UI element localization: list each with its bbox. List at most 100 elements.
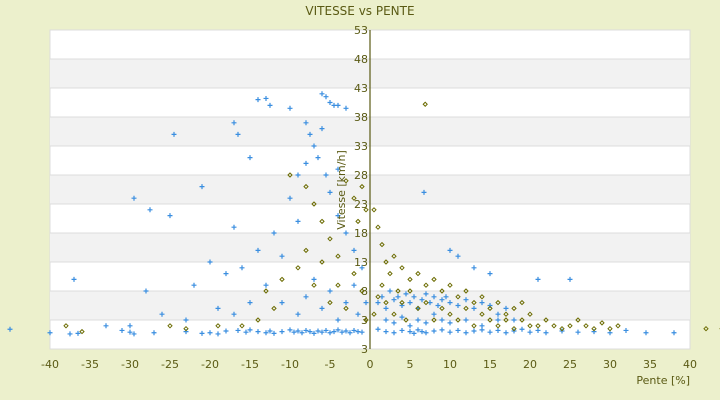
data-point-series-1 [263, 282, 269, 288]
data-point-series-1 [411, 330, 417, 336]
data-point-series-1 [535, 276, 541, 282]
data-point-series-1 [235, 131, 241, 137]
data-point-series-1 [319, 91, 325, 97]
data-point-series-1 [295, 172, 301, 178]
data-point-series-1 [415, 327, 421, 333]
data-point-series-2 [371, 207, 377, 213]
data-point-series-1 [471, 305, 477, 311]
data-point-series-2 [391, 253, 397, 259]
data-point-series-2 [495, 323, 501, 329]
data-point-series-1 [511, 317, 517, 323]
x-tick-label: 25 [563, 358, 577, 371]
data-point-series-2 [479, 294, 485, 300]
data-point-series-1 [471, 328, 477, 334]
data-point-series-2 [519, 299, 525, 306]
data-point-series-1 [279, 329, 285, 335]
data-point-series-1 [323, 94, 329, 100]
data-point-series-1 [339, 329, 345, 335]
data-point-series-1 [423, 291, 429, 297]
data-point-series-2 [287, 172, 293, 178]
data-point-series-2 [463, 305, 469, 312]
data-point-series-1 [151, 330, 157, 336]
x-tick-label: -20 [201, 358, 219, 371]
data-point-series-2 [403, 317, 409, 323]
data-point-series-2 [239, 323, 245, 329]
data-point-series-2 [359, 183, 365, 190]
data-point-series-1 [215, 305, 221, 311]
data-point-series-1 [255, 329, 261, 335]
data-point-series-1 [343, 300, 349, 306]
data-point-series-1 [399, 303, 405, 308]
data-point-series-1 [215, 331, 221, 337]
data-point-series-2 [387, 270, 393, 277]
data-point-series-2 [511, 305, 517, 312]
y-tick-label: 38 [354, 111, 368, 124]
data-point-series-1 [443, 294, 449, 300]
data-point-series-1 [383, 329, 389, 335]
data-point-series-1 [355, 311, 361, 317]
data-point-series-1 [407, 323, 413, 329]
data-point-series-1 [447, 247, 453, 253]
data-point-series-1 [399, 327, 405, 333]
data-point-series-2 [355, 218, 361, 225]
data-point-series-1 [363, 300, 369, 306]
data-point-series-2 [279, 276, 285, 283]
data-point-series-1 [423, 320, 429, 326]
data-point-series-2 [399, 265, 405, 271]
data-point-series-1 [335, 213, 341, 219]
data-point-series-2 [591, 325, 597, 332]
x-tick-label: -10 [281, 358, 299, 371]
data-point-series-1 [439, 327, 445, 333]
data-point-series-2 [567, 323, 573, 329]
data-point-series-1 [387, 288, 393, 294]
data-point-series-2 [399, 299, 405, 306]
data-point-series-2 [375, 294, 381, 300]
data-point-series-1 [287, 327, 293, 333]
x-tick-label: 40 [683, 358, 697, 371]
data-point-series-1 [643, 330, 649, 336]
data-point-series-2 [495, 299, 501, 306]
data-point-series-2 [303, 183, 309, 190]
data-point-series-2 [439, 288, 445, 294]
data-point-series-2 [271, 305, 277, 312]
data-point-series-1 [207, 330, 213, 336]
data-point-series-2 [183, 325, 189, 332]
data-point-series-1 [359, 265, 365, 271]
data-point-series-2 [439, 305, 445, 312]
data-point-series-1 [411, 294, 417, 300]
data-point-series-1 [343, 328, 349, 334]
data-point-series-2 [535, 323, 541, 329]
data-point-series-2 [455, 294, 461, 300]
data-point-series-2 [559, 325, 565, 332]
data-point-series-2 [455, 317, 461, 323]
data-point-series-1 [319, 329, 325, 335]
data-point-series-1 [147, 207, 153, 213]
data-point-series-1 [495, 317, 501, 323]
data-point-series-2 [351, 195, 357, 201]
data-point-series-1 [243, 329, 249, 335]
data-point-series-1 [103, 323, 109, 329]
data-point-series-1 [223, 271, 229, 277]
data-point-series-2 [363, 317, 369, 323]
data-point-series-1 [351, 327, 357, 333]
data-point-series-2 [407, 276, 413, 283]
data-point-series-1 [71, 276, 77, 282]
data-point-series-1 [327, 288, 333, 294]
data-point-series-1 [311, 143, 317, 149]
x-tick-label: -5 [325, 358, 336, 371]
data-point-series-1 [335, 327, 341, 333]
x-tick-label: -40 [41, 358, 59, 371]
data-point-series-2 [447, 311, 453, 317]
data-point-series-1 [335, 317, 341, 323]
data-point-series-1 [495, 327, 501, 333]
data-point-series-2 [335, 282, 341, 288]
y-tick-label: 43 [354, 82, 368, 95]
data-point-series-1 [671, 330, 677, 336]
data-point-series-2 [379, 282, 385, 288]
y-tick-label: 23 [354, 198, 368, 211]
data-point-series-2 [359, 288, 365, 294]
data-point-series-1 [407, 300, 413, 306]
data-point-series-2 [471, 323, 477, 329]
data-point-series-1 [527, 329, 533, 335]
